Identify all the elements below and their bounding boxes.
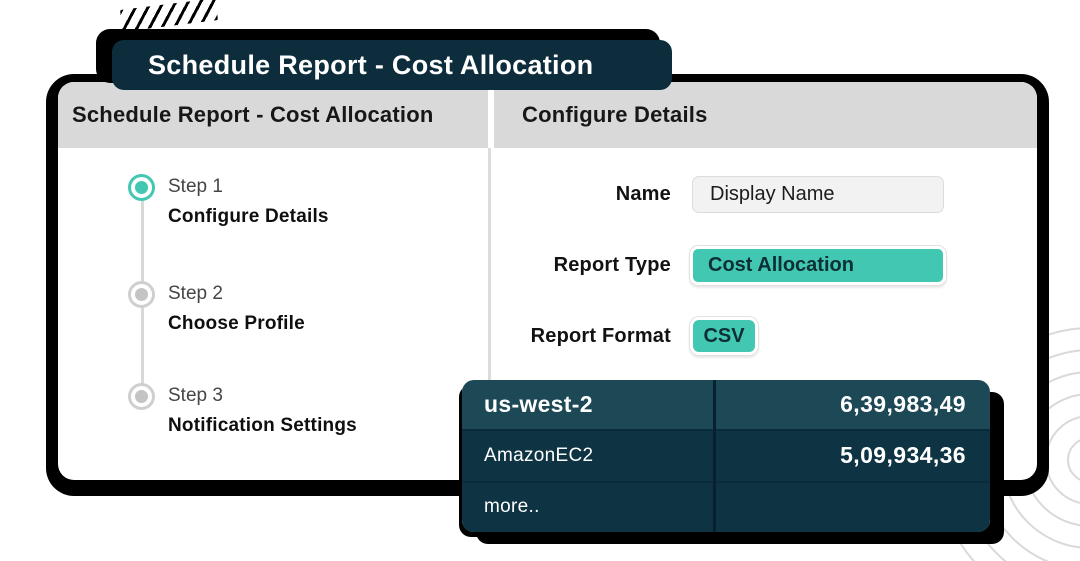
step-text: Step 3 Notification Settings: [168, 383, 357, 438]
step-item-notification-settings[interactable]: Step 3 Notification Settings: [128, 383, 357, 438]
step-number: Step 1: [168, 176, 223, 197]
table-column-divider: [713, 380, 716, 532]
report-type-select[interactable]: Cost Allocation: [690, 246, 946, 285]
step-active-circle-icon: [128, 174, 155, 201]
table-row: us-west-2 6,39,983,49: [462, 380, 990, 430]
report-format-chip[interactable]: CSV: [690, 317, 758, 355]
modal-title: Schedule Report - Cost Allocation: [58, 82, 488, 148]
table-row: AmazonEC2 5,09,934,36: [462, 429, 990, 481]
row-name: us-west-2: [484, 391, 593, 418]
row-value: 6,39,983,49: [840, 391, 966, 418]
dialog-title-banner: Schedule Report - Cost Allocation: [112, 40, 672, 90]
step-number: Step 2: [168, 283, 223, 304]
section-title: Configure Details: [494, 82, 1037, 148]
name-label: Name: [615, 183, 671, 205]
step-label: Notification Settings: [168, 415, 357, 436]
name-input[interactable]: Display Name: [692, 176, 944, 213]
row-value: 5,09,934,36: [840, 442, 966, 469]
hatch-decoration-icon: [120, 0, 218, 32]
step-number: Step 3: [168, 385, 223, 406]
step-label: Choose Profile: [168, 313, 305, 334]
step-item-choose-profile[interactable]: Step 2 Choose Profile: [128, 281, 305, 336]
table-row: more..: [462, 480, 990, 532]
step-item-configure-details[interactable]: Step 1 Configure Details: [128, 174, 329, 229]
step-text: Step 1 Configure Details: [168, 174, 329, 229]
report-type-label: Report Type: [553, 254, 671, 276]
panel-divider: [488, 148, 491, 480]
more-link[interactable]: more..: [484, 496, 540, 518]
step-label: Configure Details: [168, 206, 329, 227]
step-inactive-circle-icon: [128, 281, 155, 308]
report-format-label: Report Format: [530, 325, 671, 347]
modal-header: Schedule Report - Cost Allocation Config…: [58, 82, 1037, 148]
cost-preview-table: us-west-2 6,39,983,49 AmazonEC2 5,09,934…: [462, 380, 990, 532]
banner-title: Schedule Report - Cost Allocation: [148, 49, 594, 80]
step-text: Step 2 Choose Profile: [168, 281, 305, 336]
step-inactive-circle-icon: [128, 383, 155, 410]
row-name: AmazonEC2: [484, 444, 594, 466]
